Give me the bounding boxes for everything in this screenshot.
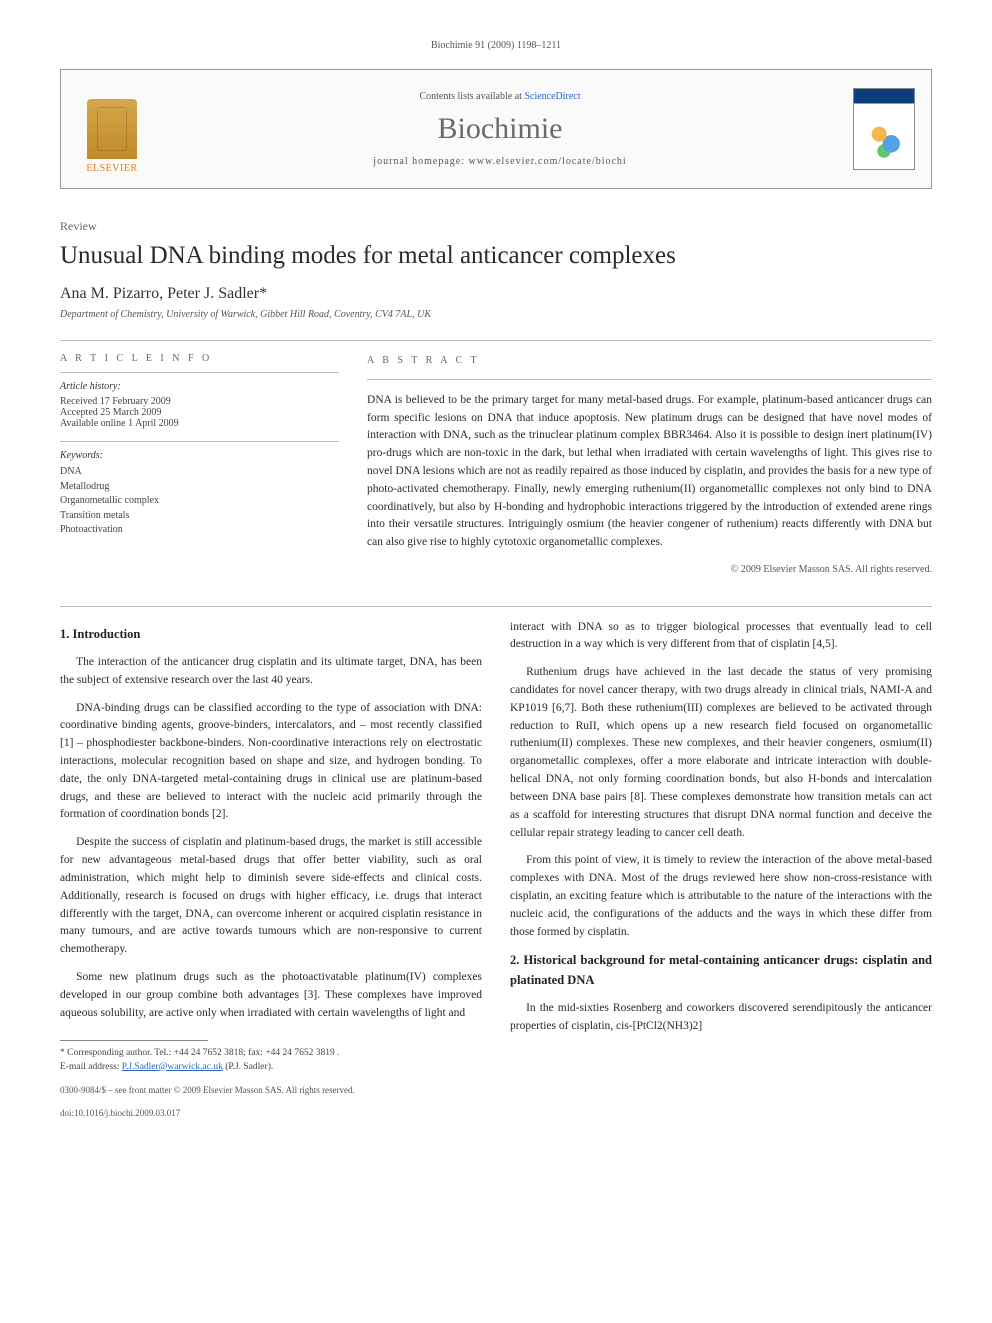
divider xyxy=(60,340,932,341)
footnote-rule xyxy=(60,1040,208,1041)
publisher-logo: ELSEVIER xyxy=(77,84,147,174)
body-paragraph: Ruthenium drugs have achieved in the las… xyxy=(510,664,932,842)
journal-header-center: Contents lists available at ScienceDirec… xyxy=(165,91,835,167)
footnote-email-link[interactable]: P.J.Sadler@warwick.ac.uk xyxy=(122,1062,223,1072)
journal-cover-thumb xyxy=(853,88,915,170)
body-paragraph: The interaction of the anticancer drug c… xyxy=(60,654,482,690)
publisher-name: ELSEVIER xyxy=(86,163,137,174)
article-info-column: A R T I C L E I N F O Article history: R… xyxy=(60,353,339,577)
abstract-text: DNA is believed to be the primary target… xyxy=(367,392,932,552)
article-kicker: Review xyxy=(60,219,932,234)
corresponding-author-footnote: * Corresponding author. Tel.: +44 24 765… xyxy=(60,1047,482,1074)
abstract-copyright: © 2009 Elsevier Masson SAS. All rights r… xyxy=(367,562,932,578)
abstract-label: A B S T R A C T xyxy=(367,353,932,369)
homepage-label: journal homepage: xyxy=(373,156,468,167)
body-paragraph: DNA-binding drugs can be classified acco… xyxy=(60,700,482,825)
front-matter-line: 0300-9084/$ – see front matter © 2009 El… xyxy=(60,1084,482,1097)
running-header: Biochimie 91 (2009) 1198–1211 xyxy=(60,40,932,51)
divider xyxy=(60,372,339,373)
body-two-column: 1. Introduction The interaction of the a… xyxy=(60,619,932,1120)
keyword-item: Photoactivation xyxy=(60,523,339,538)
homepage-url[interactable]: www.elsevier.com/locate/biochi xyxy=(469,156,627,167)
footnote-email-suffix: (P.J. Sadler). xyxy=(223,1062,273,1072)
history-subhead: Article history: xyxy=(60,381,339,392)
journal-header-box: ELSEVIER Contents lists available at Sci… xyxy=(60,69,932,189)
section-2-heading: 2. Historical background for metal-conta… xyxy=(510,951,932,990)
authors-line: Ana M. Pizarro, Peter J. Sadler* xyxy=(60,285,932,303)
contents-prefix: Contents lists available at xyxy=(419,91,524,102)
keyword-item: Transition metals xyxy=(60,509,339,524)
journal-name: Biochimie xyxy=(165,112,835,146)
divider xyxy=(367,379,932,380)
affiliation-line: Department of Chemistry, University of W… xyxy=(60,309,932,320)
body-paragraph: Some new platinum drugs such as the phot… xyxy=(60,969,482,1022)
body-paragraph: interact with DNA so as to trigger biolo… xyxy=(510,619,932,655)
divider xyxy=(60,606,932,607)
history-accepted: Accepted 25 March 2009 xyxy=(60,407,339,418)
keyword-item: Metallodrug xyxy=(60,480,339,495)
history-received: Received 17 February 2009 xyxy=(60,396,339,407)
keyword-item: DNA xyxy=(60,465,339,480)
elsevier-tree-icon xyxy=(87,99,137,159)
article-info-label: A R T I C L E I N F O xyxy=(60,353,339,364)
article-title: Unusual DNA binding modes for metal anti… xyxy=(60,240,932,271)
section-1-heading: 1. Introduction xyxy=(60,625,482,644)
footnote-corr: * Corresponding author. Tel.: +44 24 765… xyxy=(60,1047,482,1060)
abstract-column: A B S T R A C T DNA is believed to be th… xyxy=(367,353,932,577)
history-online: Available online 1 April 2009 xyxy=(60,418,339,429)
journal-homepage-line: journal homepage: www.elsevier.com/locat… xyxy=(165,156,835,167)
doi-line: doi:10.1016/j.biochi.2009.03.017 xyxy=(60,1107,482,1120)
footnote-email-label: E-mail address: xyxy=(60,1062,122,1072)
sciencedirect-link[interactable]: ScienceDirect xyxy=(524,91,580,102)
body-paragraph: From this point of view, it is timely to… xyxy=(510,852,932,941)
keywords-list: DNA Metallodrug Organometallic complex T… xyxy=(60,465,339,538)
divider xyxy=(60,441,339,442)
body-paragraph: In the mid-sixties Rosenberg and coworke… xyxy=(510,1000,932,1036)
keywords-subhead: Keywords: xyxy=(60,450,339,461)
keyword-item: Organometallic complex xyxy=(60,494,339,509)
body-paragraph: Despite the success of cisplatin and pla… xyxy=(60,834,482,959)
contents-available-line: Contents lists available at ScienceDirec… xyxy=(165,91,835,102)
info-abstract-row: A R T I C L E I N F O Article history: R… xyxy=(60,353,932,577)
